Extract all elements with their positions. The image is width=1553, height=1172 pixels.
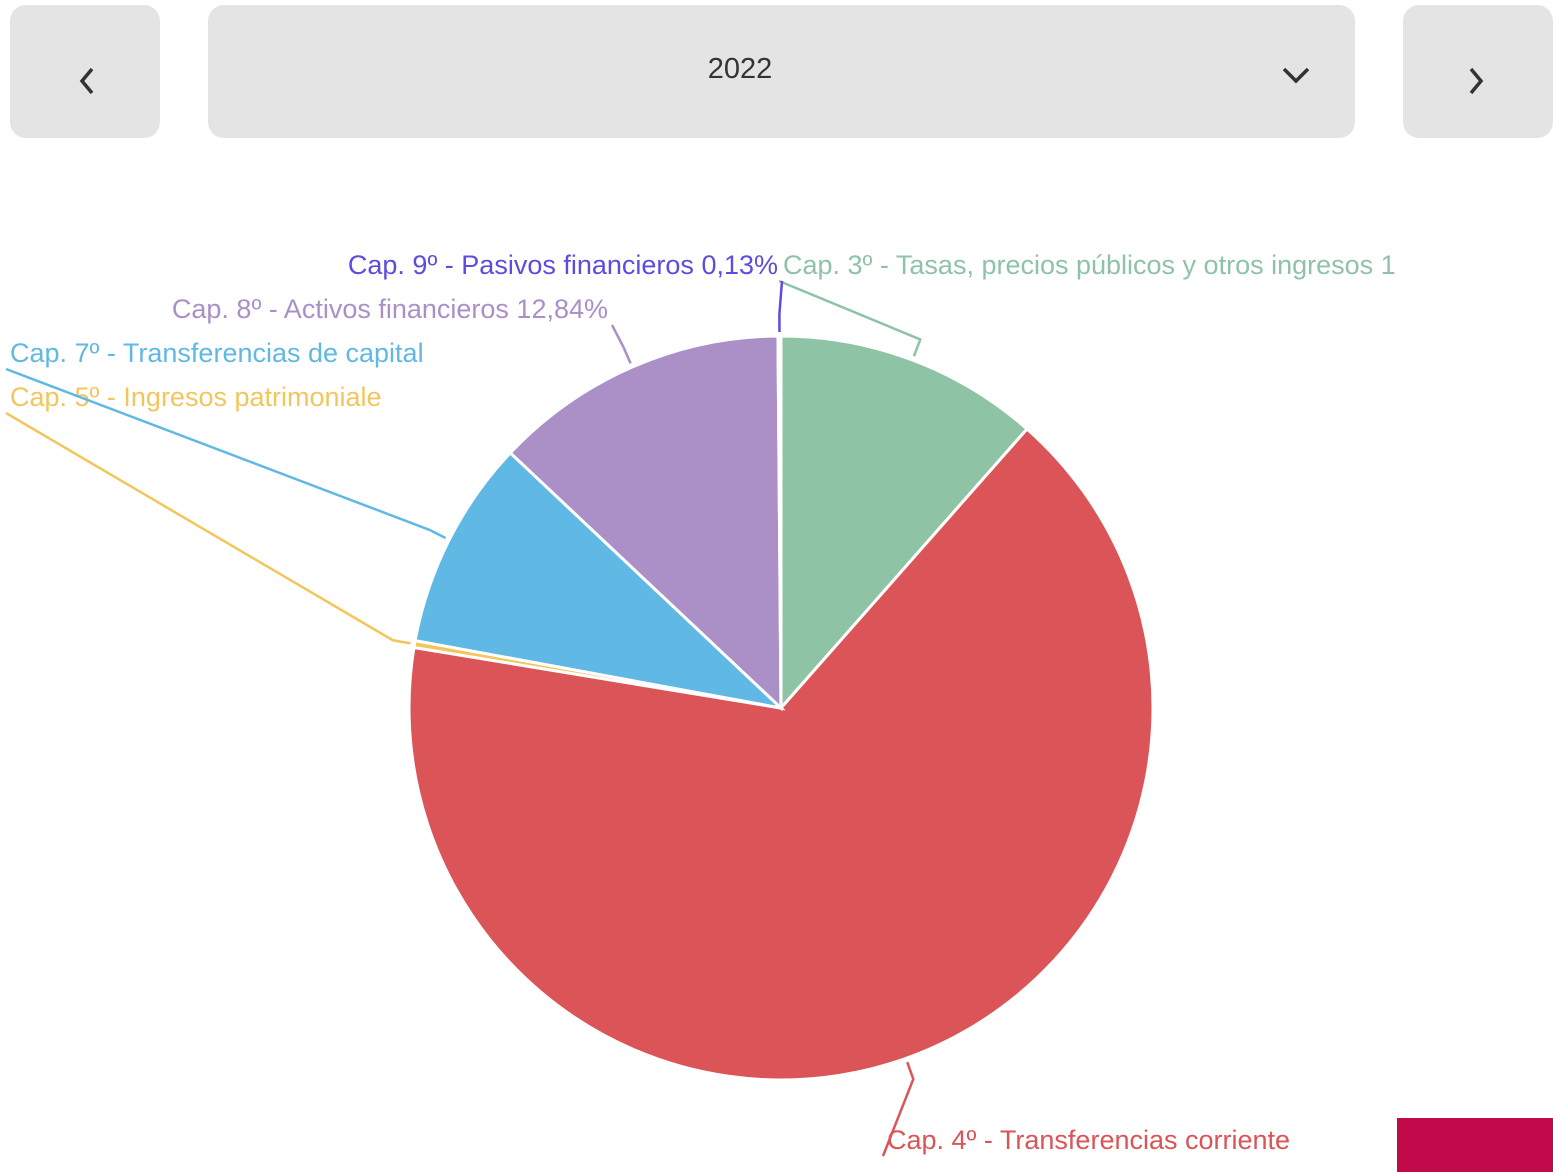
- prev-button[interactable]: [10, 5, 160, 138]
- pie-slice: [779, 334, 1030, 712]
- slice-label: Cap. 8º - Activos financieros 12,84%: [172, 294, 608, 324]
- slice-name: Cap. 4º - Transferencias corriente: [887, 1125, 1290, 1155]
- corner-button[interactable]: [1397, 1118, 1553, 1172]
- leader-line: [778, 279, 922, 357]
- leader-line: [5, 367, 447, 540]
- leader-line: [881, 1061, 915, 1157]
- leader-line: [5, 411, 411, 645]
- pie-slice: [412, 638, 782, 710]
- slice-value: 12,84%: [516, 294, 608, 324]
- leader-line: [778, 280, 784, 333]
- slice-label: Cap. 7º - Transferencias de capital: [10, 338, 424, 368]
- pie-slice: [508, 334, 783, 712]
- slice-value: 0,13%: [701, 250, 778, 280]
- slice-label: Cap. 9º - Pasivos financieros 0,13%: [348, 250, 778, 280]
- year-select[interactable]: 2022: [208, 5, 1355, 138]
- year-value: 2022: [707, 53, 773, 85]
- next-icon: [1469, 67, 1484, 95]
- slice-label: Cap. 4º - Transferencias corriente: [887, 1125, 1290, 1155]
- slice-label: Cap. 5º - Ingresos patrimoniale: [10, 382, 382, 412]
- pie-slice: [413, 450, 786, 711]
- slice-name: Cap. 7º - Transferencias de capital: [10, 338, 424, 368]
- pie-slice: [776, 334, 783, 709]
- slice-name: Cap. 9º - Pasivos financieros: [348, 250, 694, 280]
- prev-icon: [79, 67, 94, 95]
- slice-name: Cap. 5º - Ingresos patrimoniale: [10, 382, 382, 412]
- next-button[interactable]: [1403, 5, 1553, 138]
- slice-name: Cap. 3º - Tasas, precios públicos y otro…: [783, 250, 1396, 280]
- leader-line: [610, 324, 632, 364]
- dropdown-icon: [1282, 67, 1310, 84]
- slice-name: Cap. 8º - Activos financieros: [172, 294, 509, 324]
- slice-label: Cap. 3º - Tasas, precios públicos y otro…: [783, 250, 1396, 280]
- pie-slice: [407, 426, 1155, 1082]
